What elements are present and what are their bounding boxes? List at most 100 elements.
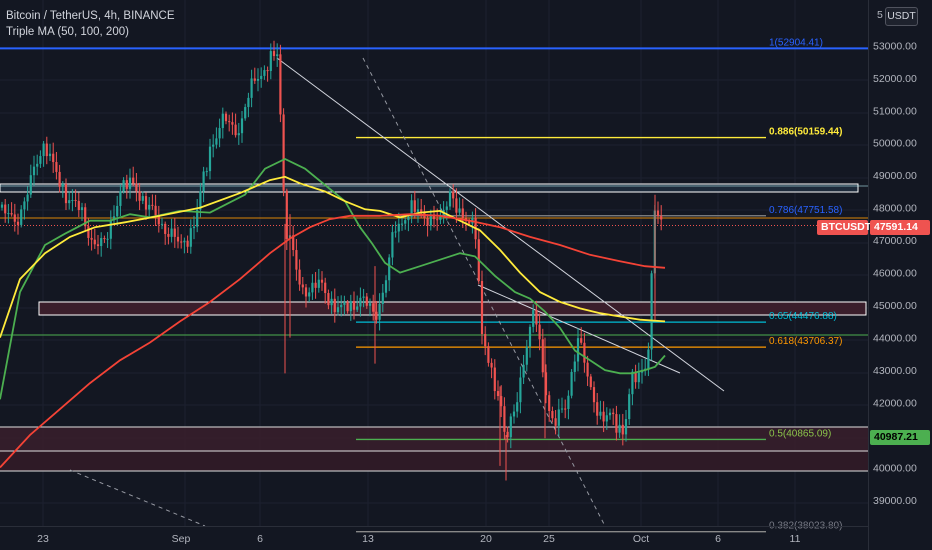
candle-body [269,51,272,71]
candle-body [160,223,164,225]
candle-body [397,223,400,232]
candle-body [468,220,471,224]
candle-body [336,307,340,313]
candle-body [116,205,119,217]
price-tick: 47000.00 [873,235,917,247]
candle-body [496,391,500,397]
candle-body [250,78,253,98]
candle-body [349,301,352,312]
candle-body [583,342,586,363]
candle-body [58,171,61,187]
candle-body [39,156,42,164]
candle-body [26,194,29,202]
descending-trend-line-2 [477,284,681,374]
candle-body [589,376,592,388]
candle-body [45,143,48,157]
candle-body [256,78,260,81]
candle-body [564,408,567,410]
time-tick: Sep [172,533,191,545]
candle-body [112,216,116,221]
candle-body [599,411,602,416]
candle-body [416,209,420,212]
resistance-zone-box [38,301,867,316]
candle-body [458,208,461,213]
candle-body [637,372,640,383]
candle-body [77,200,80,211]
candle-body [512,411,516,417]
symbol-title[interactable]: Bitcoin / TetherUS, 4h, BINANCE [6,10,175,22]
candle-body [80,207,84,211]
candle-body [135,183,138,192]
candle-body [199,191,202,210]
time-tick: 11 [790,533,801,545]
candle-body [167,233,170,237]
price-tick: 50000.00 [873,138,917,150]
candle-body [647,349,650,369]
candle-body [448,191,452,207]
candle-body [295,250,298,270]
candle-body [32,166,36,176]
candle-body [426,217,429,226]
candle-body [400,223,404,225]
candle-body [16,221,20,225]
fib-label-f0618: 0.618(43706.37) [769,336,842,347]
candle-body [125,180,128,189]
candle-body [202,171,205,192]
price-tick: 39000.00 [873,495,917,507]
price-tick: 49000.00 [873,170,917,182]
candle-body [144,196,148,210]
candle-body [631,371,634,395]
candle-body [650,273,653,350]
time-tick: 23 [37,533,49,545]
indicator-title[interactable]: Triple MA (50, 100, 200) [6,26,129,38]
candle-body [445,206,448,210]
candle-body [391,232,394,258]
candle-body [68,200,71,204]
candle-body [372,303,375,312]
time-tick: 20 [480,533,492,545]
last-price-tag: 47591.14 [870,220,930,235]
candle-body [170,228,173,237]
candle-body [343,302,346,305]
candle-body [189,228,192,247]
ma50-line [0,157,666,400]
candle-body [535,310,538,325]
candle-body [119,191,122,206]
candle-body [106,238,109,240]
candle-body [368,303,372,306]
candle-body [61,183,64,187]
candle-body [151,204,154,206]
ma100-line [0,175,666,338]
ma200-line [0,213,666,469]
candle-body [244,107,247,119]
candle-body [330,298,333,306]
candle-body [618,424,621,433]
candle-body [314,282,317,288]
candle-body [612,412,615,415]
price-tick: 45000.00 [873,300,917,312]
candle-body [173,228,176,237]
candle-body [20,209,23,225]
candle-body [340,304,343,308]
candle-body [90,237,93,240]
price-tick: 44000.00 [873,333,917,345]
candle-body [212,144,215,147]
price-tick: 51000.00 [873,105,917,117]
candle-body [13,214,16,222]
candle-body [320,279,324,283]
price-tick: 52000.00 [873,73,917,85]
candle-body [413,200,416,212]
currency-button[interactable]: USDT [885,7,918,26]
time-tick: 13 [362,533,374,545]
candle-body [122,180,125,192]
candle-body [215,138,218,145]
time-axis-divider [0,526,868,527]
fib-label-f0786: 0.786(47751.58) [769,205,842,216]
candle-body [224,113,228,122]
price-tick: 46000.00 [873,268,917,280]
candle-body [29,175,32,195]
fib-label-f0886: 0.886(50159.44) [769,127,842,138]
candle-body [311,282,314,293]
candle-body [394,231,397,233]
